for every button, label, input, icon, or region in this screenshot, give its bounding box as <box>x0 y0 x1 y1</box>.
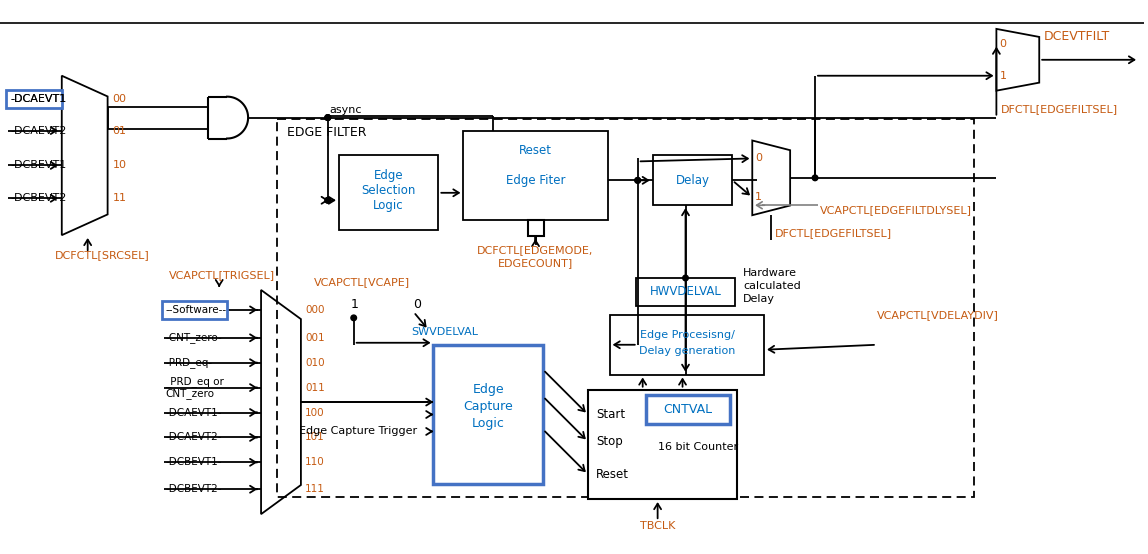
Circle shape <box>635 178 641 183</box>
Text: 011: 011 <box>305 383 325 393</box>
Text: -DCAEVT2: -DCAEVT2 <box>10 126 67 136</box>
Text: -DCAEVT1-: -DCAEVT1- <box>165 408 222 418</box>
Text: Reset: Reset <box>519 144 552 157</box>
Text: VCAPCTL[VDELAYDIV]: VCAPCTL[VDELAYDIV] <box>877 310 999 320</box>
Text: DCFCTL[EDGEMODE,: DCFCTL[EDGEMODE, <box>478 245 594 255</box>
FancyBboxPatch shape <box>464 131 607 220</box>
Text: VCAPCTL[VCAPE]: VCAPCTL[VCAPE] <box>313 277 410 287</box>
FancyBboxPatch shape <box>636 278 736 306</box>
Text: -DCBEVT1-: -DCBEVT1- <box>165 458 222 468</box>
Text: Delay generation: Delay generation <box>638 346 735 356</box>
Text: 101: 101 <box>305 433 325 443</box>
Text: 16 bit Counter: 16 bit Counter <box>658 443 738 453</box>
Text: CNT_zero: CNT_zero <box>165 388 215 399</box>
Text: SWVDELVAL: SWVDELVAL <box>411 327 479 337</box>
Text: Edge Capture Trigger: Edge Capture Trigger <box>298 427 417 437</box>
Text: CNTVAL: CNTVAL <box>664 403 713 416</box>
Text: Hardware: Hardware <box>743 268 798 278</box>
Text: 111: 111 <box>305 484 325 494</box>
Text: Edge: Edge <box>374 169 403 182</box>
Text: calculated: calculated <box>743 281 801 291</box>
Text: _PRD_eq or: _PRD_eq or <box>165 376 224 387</box>
Text: 0: 0 <box>1000 39 1007 49</box>
Text: -DCAEVT2-: -DCAEVT2- <box>165 433 222 443</box>
Text: Capture: Capture <box>464 400 513 413</box>
Text: 10: 10 <box>113 161 126 171</box>
Text: VCAPCTL[EDGEFILTDLYSEL]: VCAPCTL[EDGEFILTDLYSEL] <box>820 205 972 216</box>
FancyBboxPatch shape <box>610 315 765 375</box>
Text: Delay: Delay <box>743 294 775 304</box>
Circle shape <box>325 115 331 120</box>
FancyBboxPatch shape <box>162 301 227 319</box>
Text: 000: 000 <box>305 305 325 315</box>
Text: 010: 010 <box>305 358 325 368</box>
FancyBboxPatch shape <box>652 156 732 206</box>
Text: DCFCTL[SRCSEL]: DCFCTL[SRCSEL] <box>55 250 149 260</box>
Text: DFCTL[EDGEFILTSEL]: DFCTL[EDGEFILTSEL] <box>775 228 892 238</box>
Text: Logic: Logic <box>472 417 505 430</box>
FancyBboxPatch shape <box>528 220 543 236</box>
Text: Start: Start <box>596 408 625 421</box>
FancyBboxPatch shape <box>434 345 543 484</box>
Text: -DCBEVT1: -DCBEVT1 <box>10 161 67 171</box>
Text: Reset: Reset <box>596 468 629 481</box>
Circle shape <box>325 197 331 203</box>
Text: -DCAEVT1: -DCAEVT1 <box>10 94 67 104</box>
Circle shape <box>325 115 331 120</box>
Text: -DCBEVT2-: -DCBEVT2- <box>165 484 222 494</box>
Circle shape <box>683 275 689 281</box>
Text: 11: 11 <box>113 193 126 203</box>
Text: Edge: Edge <box>473 383 504 396</box>
Text: DFCTL[EDGEFILTSEL]: DFCTL[EDGEFILTSEL] <box>1001 104 1118 114</box>
Text: Edge Procesisng/: Edge Procesisng/ <box>639 330 735 340</box>
Text: EDGE FILTER: EDGE FILTER <box>287 126 366 139</box>
Text: -CNT_zero-: -CNT_zero- <box>165 332 223 343</box>
Circle shape <box>325 197 331 203</box>
Circle shape <box>351 315 357 321</box>
Text: 00: 00 <box>113 94 126 104</box>
Text: VCAPCTL[TRIGSEL]: VCAPCTL[TRIGSEL] <box>170 270 276 280</box>
Text: 01: 01 <box>113 126 126 136</box>
Circle shape <box>635 178 641 183</box>
FancyBboxPatch shape <box>339 156 439 230</box>
Text: Delay: Delay <box>675 174 709 187</box>
Text: Edge Fiter: Edge Fiter <box>506 174 565 187</box>
Text: 0: 0 <box>755 153 762 163</box>
Circle shape <box>813 175 817 181</box>
Text: HWVDELVAL: HWVDELVAL <box>650 285 721 299</box>
Text: Selection: Selection <box>362 184 416 197</box>
FancyBboxPatch shape <box>645 394 730 424</box>
FancyBboxPatch shape <box>6 90 62 107</box>
Text: 1: 1 <box>351 299 358 311</box>
Text: 100: 100 <box>305 408 325 418</box>
Text: TBCLK: TBCLK <box>639 521 675 531</box>
Text: 110: 110 <box>305 458 325 468</box>
Text: -DCAEVT1: -DCAEVT1 <box>10 94 67 104</box>
Text: 1: 1 <box>755 192 762 202</box>
Text: Logic: Logic <box>373 199 404 212</box>
Text: EDGECOUNT]: EDGECOUNT] <box>498 258 573 268</box>
Text: 001: 001 <box>305 333 325 343</box>
Circle shape <box>325 115 331 120</box>
Text: 1: 1 <box>1000 71 1007 81</box>
Text: -PRD_eq-: -PRD_eq- <box>165 357 212 368</box>
Text: -DCBEVT2: -DCBEVT2 <box>10 193 67 203</box>
FancyBboxPatch shape <box>588 389 737 499</box>
Text: DCEVTFILT: DCEVTFILT <box>1045 30 1110 43</box>
Text: 0: 0 <box>413 299 421 311</box>
Text: async: async <box>329 105 363 115</box>
Text: --Software--: --Software-- <box>165 305 226 315</box>
FancyBboxPatch shape <box>277 119 975 497</box>
Text: Stop: Stop <box>596 435 622 448</box>
